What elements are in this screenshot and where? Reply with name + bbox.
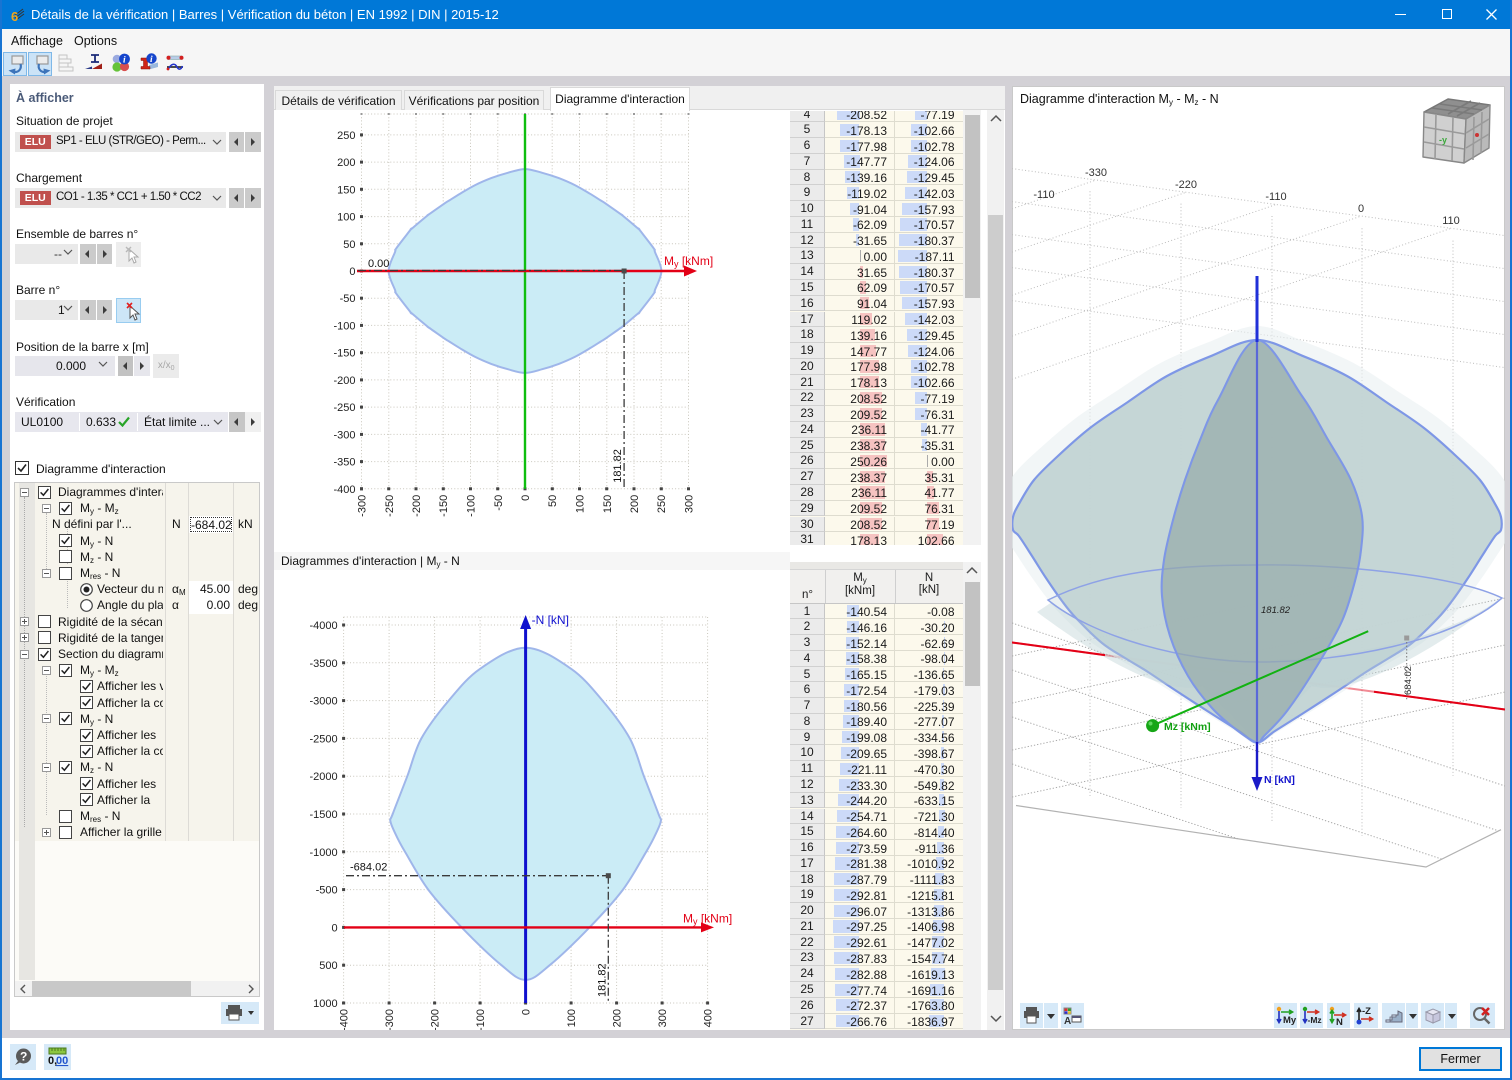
svg-text:i: i — [150, 55, 153, 65]
svg-text:-300: -300 — [333, 429, 355, 441]
svg-text:150: 150 — [337, 184, 355, 196]
svg-text:-200: -200 — [430, 1009, 442, 1030]
svg-text:-50: -50 — [493, 495, 505, 511]
svg-text:200: 200 — [337, 157, 355, 169]
svg-text:-100: -100 — [333, 320, 355, 332]
svg-text:250: 250 — [656, 495, 668, 513]
svg-text:-400: -400 — [339, 1009, 351, 1030]
svg-text:300: 300 — [657, 1009, 669, 1027]
svg-text:0: 0 — [331, 922, 337, 934]
svg-text:-150: -150 — [333, 348, 355, 360]
svg-text:100: 100 — [575, 495, 587, 513]
svg-text:100: 100 — [337, 212, 355, 224]
svg-text:-500: -500 — [316, 885, 338, 897]
svg-text:-350: -350 — [333, 457, 355, 469]
svg-text:0,: 0, — [48, 1055, 57, 1067]
svg-text:6: 6 — [11, 9, 18, 23]
svg-text:181.82: 181.82 — [1261, 605, 1291, 616]
svg-text:110: 110 — [1442, 215, 1460, 227]
svg-text:-200: -200 — [411, 495, 423, 517]
svg-text:-220: -220 — [1175, 179, 1197, 191]
svg-text:-1000: -1000 — [309, 847, 337, 859]
svg-text:-3500: -3500 — [309, 658, 337, 670]
svg-text:0: 0 — [520, 495, 532, 501]
svg-text:00: 00 — [56, 1055, 68, 1067]
svg-text:684.02: 684.02 — [1403, 666, 1414, 695]
svg-text:500: 500 — [319, 960, 337, 972]
svg-text:200: 200 — [612, 1009, 624, 1027]
svg-text:N [kN]: N [kN] — [1264, 774, 1295, 786]
svg-text:300: 300 — [684, 495, 696, 513]
svg-text:100: 100 — [566, 1009, 578, 1027]
svg-text:1000: 1000 — [313, 998, 337, 1010]
svg-text:-3000: -3000 — [309, 696, 337, 708]
svg-text:i: i — [123, 56, 126, 66]
svg-text:-y: -y — [1439, 135, 1447, 145]
svg-text:0.00: 0.00 — [368, 258, 389, 270]
svg-text:-1500: -1500 — [309, 809, 337, 821]
svg-text:N: N — [1336, 1017, 1343, 1028]
svg-text:My [kNm]: My [kNm] — [683, 911, 732, 926]
svg-text:181.82: 181.82 — [612, 449, 624, 483]
svg-text:-200: -200 — [333, 375, 355, 387]
svg-text:181.82: 181.82 — [596, 963, 608, 997]
svg-text:250: 250 — [337, 130, 355, 142]
svg-text:-300: -300 — [357, 495, 369, 517]
svg-text:50: 50 — [343, 239, 355, 251]
svg-text:-684.02: -684.02 — [350, 862, 387, 874]
svg-text:-50: -50 — [340, 293, 356, 305]
svg-text:-330: -330 — [1085, 167, 1107, 179]
svg-text:-Mz: -Mz — [1308, 1015, 1322, 1025]
svg-text:-300: -300 — [384, 1009, 396, 1030]
svg-text:0: 0 — [1358, 203, 1364, 215]
svg-text:0: 0 — [521, 1009, 533, 1015]
svg-text:150: 150 — [602, 495, 614, 513]
svg-text:400: 400 — [703, 1009, 715, 1027]
svg-text:-250: -250 — [333, 402, 355, 414]
svg-text:-250: -250 — [384, 495, 396, 517]
svg-text:200: 200 — [629, 495, 641, 513]
svg-text:-110: -110 — [1265, 191, 1286, 203]
svg-text:-400: -400 — [333, 484, 355, 496]
svg-text:-N [kN]: -N [kN] — [532, 613, 569, 627]
svg-text:-100: -100 — [466, 495, 478, 517]
svg-text:-Z: -Z — [1362, 1006, 1371, 1017]
svg-text:My: My — [1283, 1015, 1297, 1026]
svg-text:50: 50 — [547, 495, 559, 507]
svg-text:0: 0 — [349, 266, 355, 278]
svg-text:My [kNm]: My [kNm] — [664, 254, 713, 269]
svg-text:-2000: -2000 — [309, 771, 337, 783]
svg-text:?: ? — [20, 1050, 27, 1064]
svg-text:-110: -110 — [1033, 189, 1054, 201]
svg-text:Mz [kNm]: Mz [kNm] — [1164, 721, 1211, 733]
svg-text:-4000: -4000 — [309, 620, 337, 632]
svg-text:-100: -100 — [475, 1009, 487, 1030]
svg-text:-150: -150 — [438, 495, 450, 517]
svg-text:A: A — [1064, 1016, 1071, 1027]
svg-text:-2500: -2500 — [309, 733, 337, 745]
